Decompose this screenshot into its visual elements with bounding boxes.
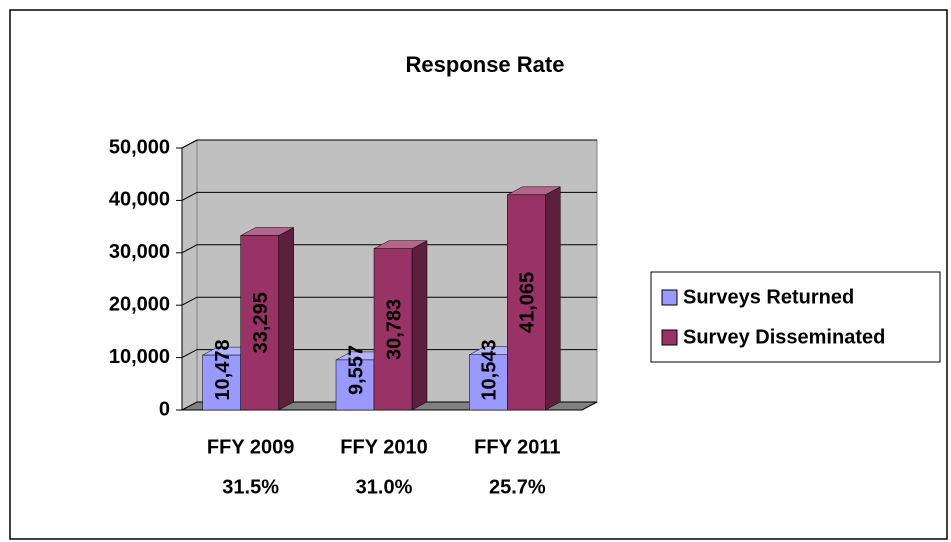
legend-swatch xyxy=(661,329,678,346)
y-tick-label: 50,000 xyxy=(109,136,170,158)
chart-title: Response Rate xyxy=(406,52,565,77)
bar xyxy=(202,354,241,411)
grid-line xyxy=(181,139,597,149)
data-label: 33,295 xyxy=(250,292,272,353)
y-tick-label: 30,000 xyxy=(109,241,170,263)
side-wall xyxy=(181,139,198,411)
y-tick-label: 10,000 xyxy=(109,346,170,368)
y-tick-label: 40,000 xyxy=(109,189,170,211)
grid-line xyxy=(181,296,597,306)
bar xyxy=(469,354,508,411)
data-label: 9,557 xyxy=(345,345,367,395)
legend-swatch xyxy=(661,289,678,306)
bar-side xyxy=(545,186,561,411)
y-tick-label: 0 xyxy=(159,398,170,420)
grid-line xyxy=(181,244,597,254)
x-tick-label: 31.5% xyxy=(222,476,279,498)
y-tick-label: 20,000 xyxy=(109,293,170,315)
x-tick-label: FFY 2010 xyxy=(340,436,427,458)
grid-line xyxy=(181,349,597,359)
x-tick-label: FFY 2009 xyxy=(207,436,294,458)
bar xyxy=(507,194,546,411)
data-label: 41,065 xyxy=(517,272,539,333)
x-tick-label: FFY 2011 xyxy=(474,436,560,458)
bar-side xyxy=(411,240,428,411)
data-label: 30,783 xyxy=(383,299,405,360)
legend-label: Survey Disseminated xyxy=(683,326,885,348)
legend-label: Surveys Returned xyxy=(683,286,854,308)
data-label: 10,478 xyxy=(212,339,234,400)
grid-line xyxy=(181,191,597,201)
bar xyxy=(335,359,375,411)
bar-side xyxy=(278,227,294,411)
bar xyxy=(240,235,279,411)
x-tick-label: 25.7% xyxy=(489,476,546,498)
x-tick-label: 31.0% xyxy=(356,476,413,498)
bar xyxy=(373,248,413,411)
data-label: 10,543 xyxy=(479,339,501,400)
legend xyxy=(650,271,941,363)
